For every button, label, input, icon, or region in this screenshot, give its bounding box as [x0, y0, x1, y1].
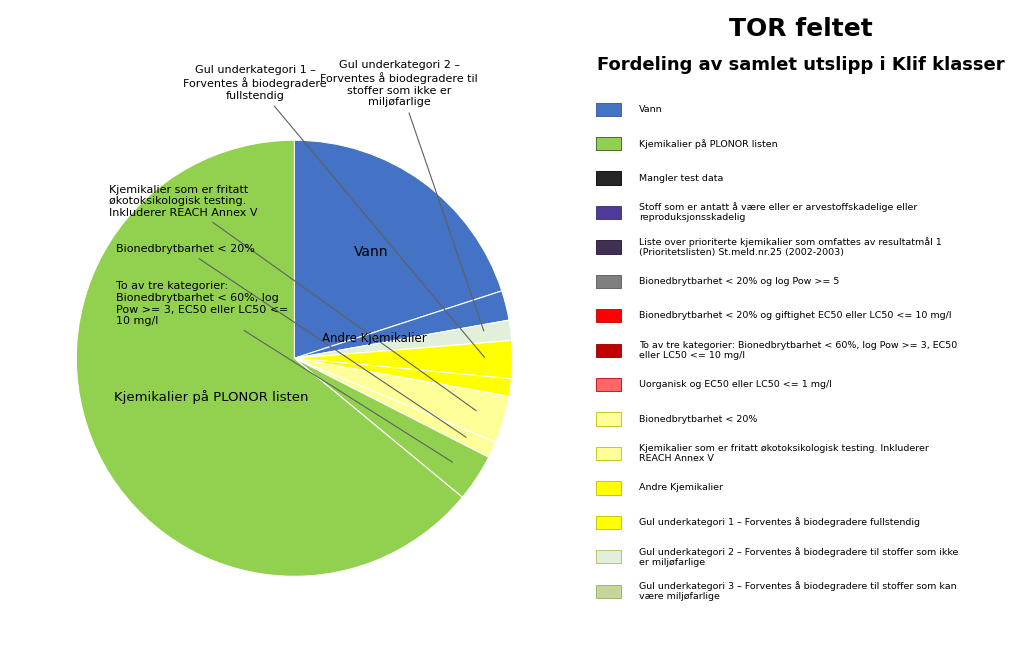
Wedge shape — [295, 358, 509, 442]
Text: Gul underkategori 1 – Forventes å biodegradere fullstendig: Gul underkategori 1 – Forventes å biodeg… — [639, 518, 920, 527]
Text: Bionedbrytbarhet < 20%: Bionedbrytbarhet < 20% — [116, 244, 466, 438]
Text: Kjemikalier på PLONOR listen: Kjemikalier på PLONOR listen — [639, 139, 777, 148]
Text: Gul underkategori 2 –
Forventes å biodegradere til
stoffer som ikke er
miljøfarl: Gul underkategori 2 – Forventes å biodeg… — [321, 60, 483, 331]
Text: Gul underkategori 1 –
Forventes å biodegradere
fullstendig: Gul underkategori 1 – Forventes å biodeg… — [183, 66, 484, 357]
Text: To av tre kategorier: Bionedbrytbarhet < 60%, log Pow >= 3, EC50
eller LC50 <= 1: To av tre kategorier: Bionedbrytbarhet <… — [639, 341, 957, 359]
FancyBboxPatch shape — [596, 378, 621, 391]
Wedge shape — [295, 291, 509, 358]
FancyBboxPatch shape — [596, 412, 621, 426]
Wedge shape — [295, 358, 512, 397]
FancyBboxPatch shape — [596, 516, 621, 529]
Text: Andre Kjemikalier: Andre Kjemikalier — [323, 332, 427, 345]
Text: Kjemikalier på PLONOR listen: Kjemikalier på PLONOR listen — [115, 391, 309, 404]
Text: Bionedbrytbarhet < 20%: Bionedbrytbarhet < 20% — [639, 414, 757, 424]
Text: To av tre kategorier:
Bionedbrytbarhet < 60%, log
Pow >= 3, EC50 eller LC50 <=
1: To av tre kategorier: Bionedbrytbarhet <… — [116, 281, 453, 462]
FancyBboxPatch shape — [596, 481, 621, 495]
Text: Gul underkategori 3 – Forventes å biodegradere til stoffer som kan
være miljøfar: Gul underkategori 3 – Forventes å biodeg… — [639, 581, 956, 601]
FancyBboxPatch shape — [596, 171, 621, 185]
FancyBboxPatch shape — [596, 240, 621, 254]
FancyBboxPatch shape — [596, 275, 621, 288]
Text: Andre Kjemikalier: Andre Kjemikalier — [639, 483, 723, 493]
Text: Liste over prioriterte kjemikalier som omfattes av resultatmål 1
(Prioritetslist: Liste over prioriterte kjemikalier som o… — [639, 237, 941, 257]
FancyBboxPatch shape — [596, 206, 621, 219]
FancyBboxPatch shape — [596, 103, 621, 116]
Text: Kjemikalier som er fritatt økotoksikologisk testing. Inkluderer
REACH Annex V: Kjemikalier som er fritatt økotoksikolog… — [639, 444, 929, 463]
FancyBboxPatch shape — [596, 585, 621, 598]
Text: TOR feltet: TOR feltet — [729, 17, 873, 40]
Text: Gul underkategori 2 – Forventes å biodegradere til stoffer som ikke
er miljøfarl: Gul underkategori 2 – Forventes å biodeg… — [639, 547, 958, 567]
FancyBboxPatch shape — [596, 344, 621, 357]
Text: Uorganisk og EC50 eller LC50 <= 1 mg/l: Uorganisk og EC50 eller LC50 <= 1 mg/l — [639, 380, 831, 389]
Text: Bionedbrytbarhet < 20% og log Pow >= 5: Bionedbrytbarhet < 20% og log Pow >= 5 — [639, 277, 839, 286]
Wedge shape — [295, 320, 512, 358]
Wedge shape — [295, 358, 488, 497]
FancyBboxPatch shape — [596, 447, 621, 460]
Wedge shape — [295, 358, 496, 457]
Wedge shape — [294, 140, 502, 358]
FancyBboxPatch shape — [596, 137, 621, 150]
Wedge shape — [295, 340, 512, 379]
FancyBboxPatch shape — [596, 550, 621, 563]
Text: Vann: Vann — [354, 246, 388, 260]
Wedge shape — [77, 140, 463, 577]
FancyBboxPatch shape — [596, 309, 621, 322]
Text: Mangler test data: Mangler test data — [639, 173, 723, 183]
Text: Bionedbrytbarhet < 20% og giftighet EC50 eller LC50 <= 10 mg/l: Bionedbrytbarhet < 20% og giftighet EC50… — [639, 311, 951, 320]
Text: Kjemikalier som er fritatt
økotoksikologisk testing.
Inkluderer REACH Annex V: Kjemikalier som er fritatt økotoksikolog… — [109, 185, 476, 410]
Text: Stoff som er antatt å være eller er arvestoffskadelige eller
reproduksjonsskadel: Stoff som er antatt å være eller er arve… — [639, 203, 918, 222]
Text: Fordeling av samlet utslipp i Klif klasser: Fordeling av samlet utslipp i Klif klass… — [597, 56, 1006, 74]
Text: Vann: Vann — [639, 105, 663, 114]
